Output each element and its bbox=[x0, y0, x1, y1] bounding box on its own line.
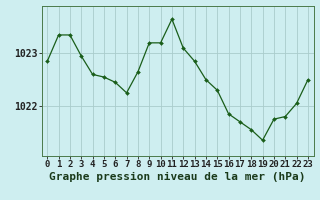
X-axis label: Graphe pression niveau de la mer (hPa): Graphe pression niveau de la mer (hPa) bbox=[49, 172, 306, 182]
